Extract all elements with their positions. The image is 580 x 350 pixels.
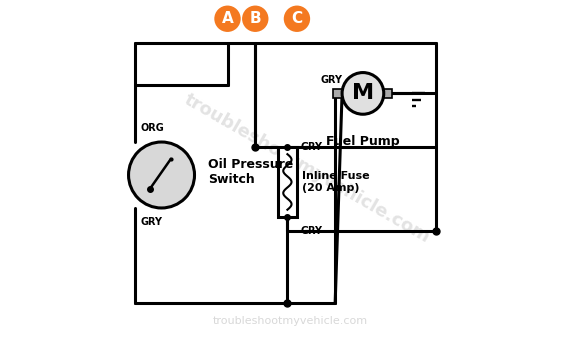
Text: Inline Fuse
(20 Amp): Inline Fuse (20 Amp) — [302, 171, 370, 193]
Text: C: C — [291, 11, 303, 26]
Text: Oil Pressure
Switch: Oil Pressure Switch — [208, 158, 293, 186]
Circle shape — [284, 6, 310, 32]
Text: GRY: GRY — [141, 217, 163, 227]
Circle shape — [242, 6, 269, 32]
Circle shape — [129, 142, 194, 208]
Text: GRY: GRY — [321, 75, 343, 85]
Text: M: M — [352, 83, 374, 103]
Text: Fuel Pump: Fuel Pump — [326, 135, 400, 148]
Text: GRY: GRY — [300, 142, 322, 152]
Text: GRY: GRY — [300, 225, 322, 236]
Text: troubleshootmyvehicle.com: troubleshootmyvehicle.com — [181, 90, 434, 246]
Text: A: A — [222, 11, 233, 26]
Text: B: B — [249, 11, 261, 26]
FancyBboxPatch shape — [384, 89, 393, 98]
FancyBboxPatch shape — [278, 147, 297, 217]
Circle shape — [342, 72, 384, 114]
Circle shape — [214, 6, 241, 32]
Text: ORG: ORG — [141, 123, 165, 133]
Text: troubleshootmyvehicle.com: troubleshootmyvehicle.com — [212, 316, 368, 326]
FancyBboxPatch shape — [334, 89, 342, 98]
